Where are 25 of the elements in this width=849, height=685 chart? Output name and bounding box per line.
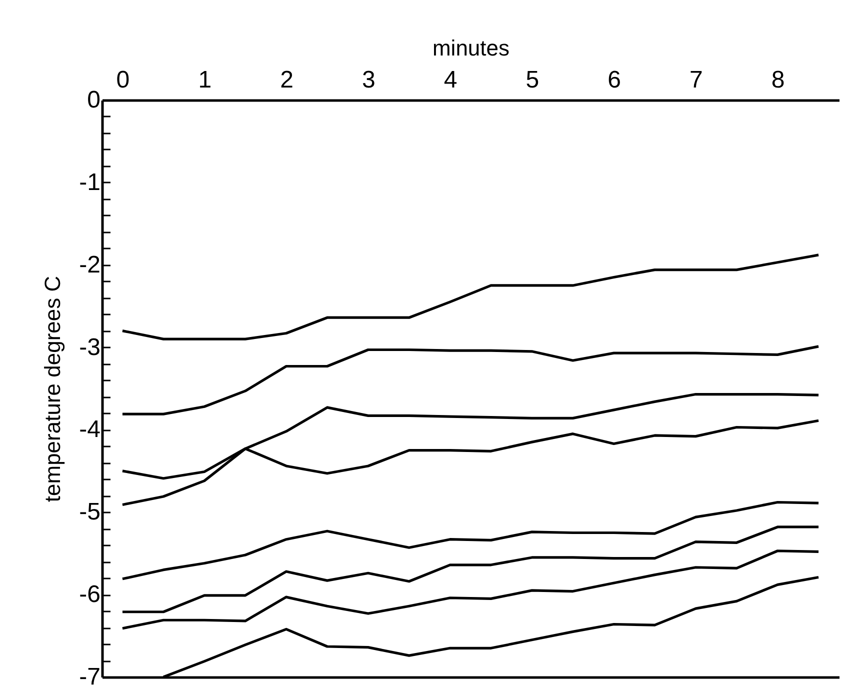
y-tick-label: -3 xyxy=(79,334,100,361)
x-tick-label: 5 xyxy=(526,66,540,94)
x-tick-label: 2 xyxy=(280,66,294,94)
line-series xyxy=(121,526,820,614)
y-tick-label: -5 xyxy=(79,498,100,526)
y-tick-label: 0 xyxy=(87,86,100,114)
line-series xyxy=(121,254,820,340)
y-tick-label: -4 xyxy=(79,416,100,444)
x-tick-label: 3 xyxy=(362,66,376,94)
x-axis-title: minutes xyxy=(432,36,510,60)
x-tick-label: 0 xyxy=(116,66,130,94)
y-tick-label: -2 xyxy=(79,251,100,278)
y-tick-label: -6 xyxy=(79,581,100,608)
y-tick-label: -1 xyxy=(79,168,100,196)
y-tick-label: -7 xyxy=(79,664,100,685)
x-tick-label: 8 xyxy=(771,66,785,94)
x-tick-label: 4 xyxy=(444,66,458,94)
line-series xyxy=(121,345,820,416)
line-series xyxy=(121,500,820,580)
x-tick-label: 7 xyxy=(690,66,703,94)
y-axis-title: temperature degrees C xyxy=(40,276,66,502)
x-tick-label: 6 xyxy=(608,66,621,94)
line-series xyxy=(121,392,820,506)
line-series xyxy=(121,550,820,630)
x-tick-label: 1 xyxy=(198,66,212,94)
